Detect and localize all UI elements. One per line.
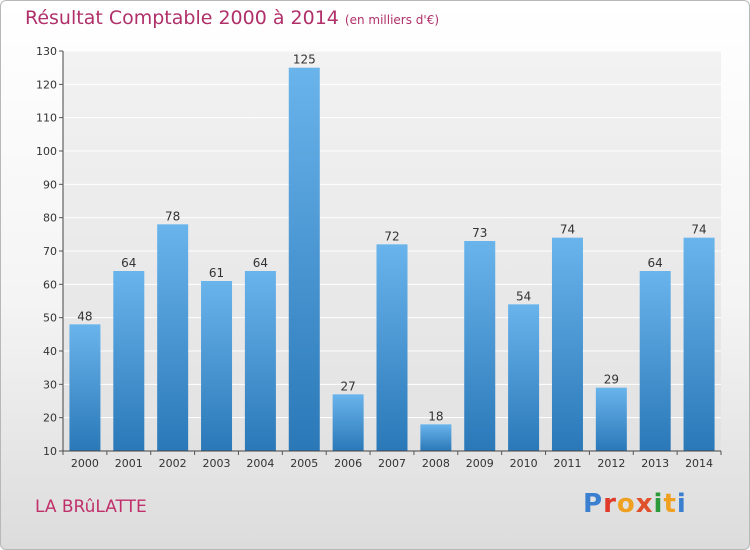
value-label-2011: 74	[560, 223, 575, 237]
x-tick-label-2005: 2005	[290, 457, 318, 470]
proxiti-logo[interactable]: Proxiti	[583, 489, 687, 519]
value-label-2001: 64	[121, 256, 136, 270]
bar-2009	[464, 241, 496, 451]
bar-2004	[244, 271, 276, 451]
x-tick-label-2002: 2002	[159, 457, 187, 470]
x-tick-label-2004: 2004	[246, 457, 274, 470]
bar-2001	[113, 271, 145, 451]
value-label-2010: 54	[516, 289, 531, 303]
y-tick-label: 130	[36, 45, 57, 58]
x-tick-label-2007: 2007	[378, 457, 406, 470]
x-tick-label-2008: 2008	[422, 457, 450, 470]
x-tick-label-2006: 2006	[334, 457, 362, 470]
value-label-2009: 73	[472, 226, 487, 240]
x-tick-label-2000: 2000	[71, 457, 99, 470]
x-tick-label-2012: 2012	[597, 457, 625, 470]
chart-title: Résultat Comptable 2000 à 2014 (en millie…	[25, 7, 439, 29]
bar-2014	[683, 237, 715, 451]
y-tick-label: 50	[43, 312, 57, 325]
bar-2011	[551, 237, 583, 451]
bar-2002	[157, 224, 189, 451]
value-label-2000: 48	[77, 309, 92, 323]
x-tick-label-2003: 2003	[203, 457, 231, 470]
value-label-2006: 27	[340, 379, 355, 393]
x-tick-label-2010: 2010	[510, 457, 538, 470]
value-label-2002: 78	[165, 209, 180, 223]
x-tick-label-2009: 2009	[466, 457, 494, 470]
y-tick-label: 20	[43, 412, 57, 425]
x-tick-label-2011: 2011	[553, 457, 581, 470]
y-tick-label: 30	[43, 378, 57, 391]
x-tick-label-2013: 2013	[641, 457, 669, 470]
bar-2012	[595, 387, 627, 451]
bar-2006	[332, 394, 364, 451]
value-label-2003: 61	[209, 266, 224, 280]
y-tick-label: 10	[43, 445, 57, 458]
bar-2000	[69, 324, 101, 451]
location-name: LA BRûLATTE	[35, 497, 147, 517]
value-label-2004: 64	[253, 256, 268, 270]
value-label-2005: 125	[293, 53, 316, 67]
value-label-2008: 18	[428, 409, 443, 423]
y-tick-label: 120	[36, 78, 57, 91]
y-tick-label: 110	[36, 112, 57, 125]
y-tick-label: 70	[43, 245, 57, 258]
value-label-2013: 64	[648, 256, 663, 270]
y-tick-label: 40	[43, 345, 57, 358]
y-tick-label: 100	[36, 145, 57, 158]
bar-chart: 10 20 30 40 50 60 70 80 90 100 110 120 130 48 2000 64 2…	[36, 45, 722, 470]
chart-subtitle: (en milliers d'€)	[344, 13, 440, 27]
value-label-2007: 72	[384, 229, 399, 243]
value-label-2014: 74	[691, 223, 706, 237]
bar-2008	[420, 424, 452, 451]
bar-2003	[201, 281, 233, 451]
x-tick-label-2014: 2014	[685, 457, 713, 470]
bar-2007	[376, 244, 408, 451]
x-tick-label-2001: 2001	[115, 457, 143, 470]
chart-title-text: Résultat Comptable 2000 à 2014	[25, 7, 339, 29]
y-tick-label: 60	[43, 278, 57, 291]
bar-2010	[508, 304, 540, 451]
value-label-2012: 29	[604, 373, 619, 387]
bar-2013	[639, 271, 671, 451]
y-tick-label: 90	[43, 178, 57, 191]
y-tick-label: 80	[43, 212, 57, 225]
bar-2005	[288, 67, 320, 452]
